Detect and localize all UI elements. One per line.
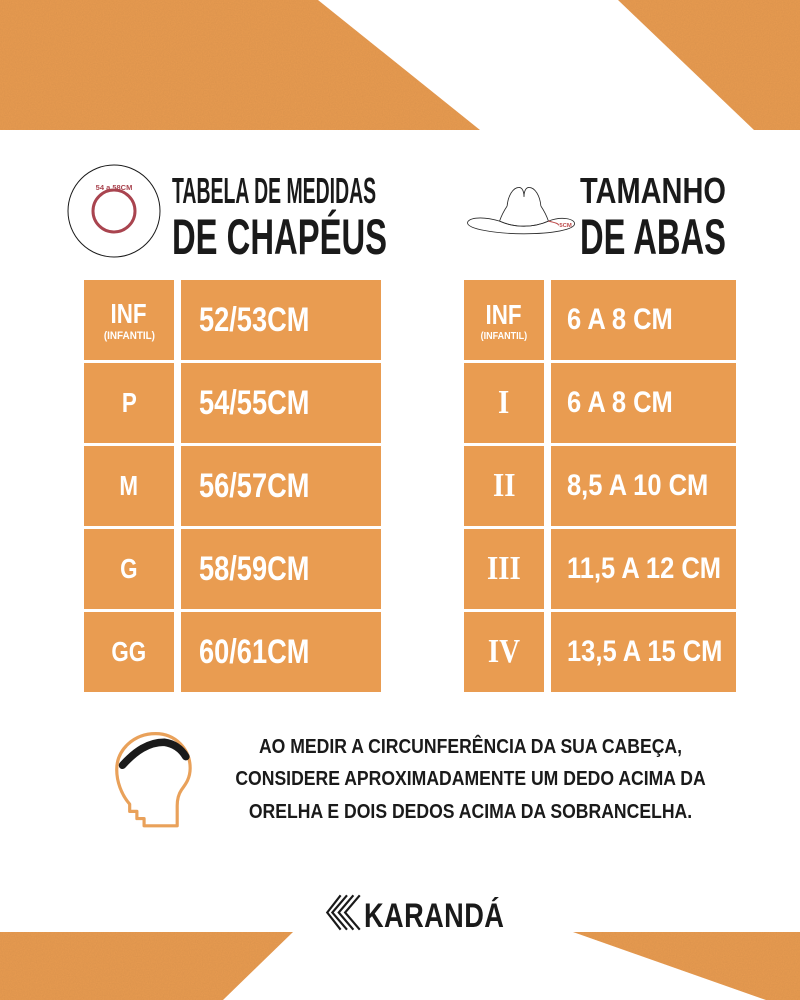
svg-text:54 a 58CM: 54 a 58CM — [96, 183, 133, 192]
svg-text:5CM: 5CM — [559, 223, 572, 229]
